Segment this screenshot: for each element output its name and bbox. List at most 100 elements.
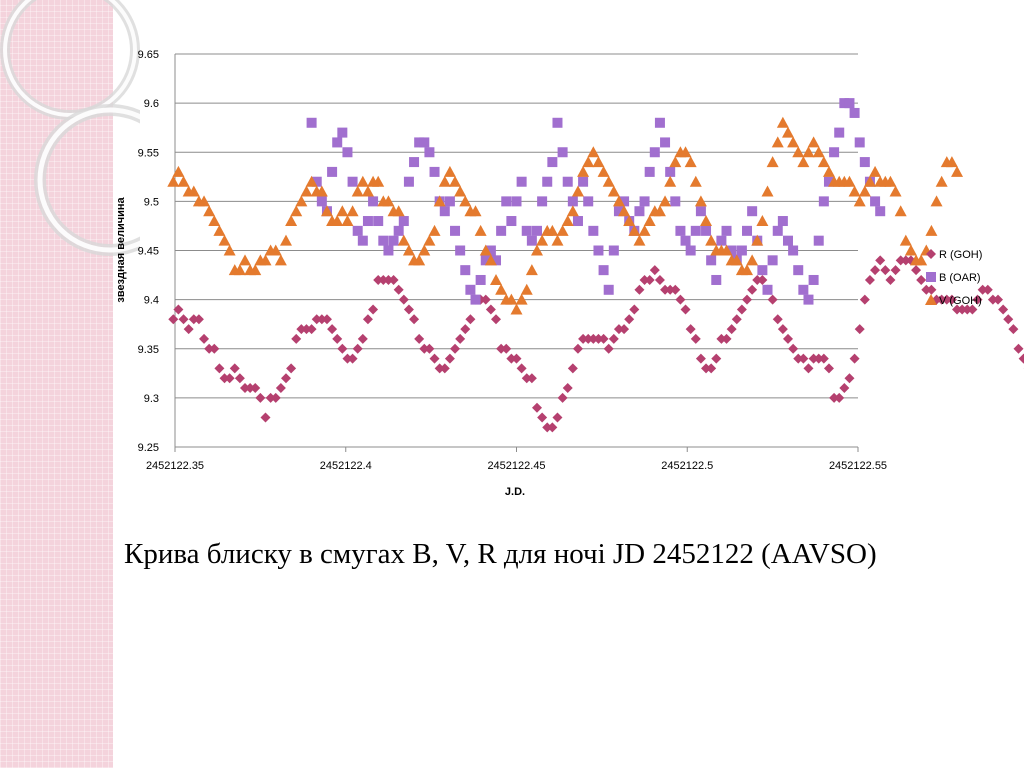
- diamond-point: [742, 294, 753, 305]
- diamond-point: [357, 333, 368, 344]
- triangle-point: [382, 195, 395, 207]
- y-axis-title: звездная величина: [115, 196, 127, 302]
- diamond-point: [752, 274, 763, 285]
- square-point: [332, 137, 343, 148]
- square-point: [444, 196, 455, 207]
- diamond-point: [711, 353, 722, 364]
- square-point: [788, 245, 799, 256]
- diamond-point: [578, 333, 589, 344]
- diamond-point: [516, 363, 527, 374]
- diamond-point: [270, 392, 281, 403]
- square-point: [680, 235, 691, 246]
- square-point: [537, 196, 548, 207]
- triangle-point: [705, 234, 718, 246]
- diamond-point: [260, 412, 271, 423]
- square-point: [798, 284, 809, 295]
- diamond-point: [844, 373, 855, 384]
- square-point: [439, 206, 450, 217]
- triangle-point: [746, 254, 759, 266]
- square-point: [409, 157, 420, 168]
- square-point: [357, 235, 368, 246]
- square-point: [578, 176, 589, 187]
- square-point: [665, 166, 676, 177]
- diamond-point: [521, 373, 532, 384]
- diamond-point: [972, 294, 983, 305]
- diamond-point: [378, 274, 389, 285]
- diamond-point: [798, 353, 809, 364]
- triangle-point: [177, 175, 190, 187]
- triangle-point: [438, 175, 451, 187]
- square-point: [742, 225, 753, 236]
- triangle-point: [305, 175, 318, 187]
- triangle-point: [812, 146, 825, 158]
- diamond-point: [588, 333, 599, 344]
- triangle-point: [694, 195, 707, 207]
- diamond-point: [680, 304, 691, 315]
- diamond-point: [639, 274, 650, 285]
- triangle-point: [853, 195, 866, 207]
- series-square: [306, 98, 886, 305]
- square-point: [383, 245, 394, 256]
- light-curve-chart: 9.25 9.3 9.35 9.4 9.45 9.5 9.55 9.6 9.65 2452122…: [115, 49, 1024, 498]
- diamond-point: [178, 314, 189, 325]
- diamond-point: [808, 353, 819, 364]
- diamond-point: [224, 373, 235, 384]
- diamond-point: [557, 392, 568, 403]
- y-tick-label: 9.5: [144, 196, 159, 208]
- square-point: [660, 137, 671, 148]
- diamond-point: [767, 294, 778, 305]
- square-point: [388, 235, 399, 246]
- triangle-point: [935, 175, 948, 187]
- diamond-point: [296, 324, 307, 335]
- triangle-point: [669, 156, 682, 168]
- triangle-point: [899, 234, 912, 246]
- triangle-point: [259, 254, 272, 266]
- diamond-point: [803, 363, 814, 374]
- triangle-point: [213, 224, 226, 236]
- square-point: [393, 225, 404, 236]
- square-point: [491, 255, 502, 266]
- diamond-point: [542, 422, 553, 433]
- diamond-point: [793, 353, 804, 364]
- diamond-point: [619, 324, 630, 335]
- triangle-point: [239, 254, 252, 266]
- triangle-point: [792, 146, 805, 158]
- square-point: [342, 147, 353, 158]
- triangle-point: [582, 156, 595, 168]
- diamond-point: [240, 383, 251, 394]
- triangle-point: [536, 234, 549, 246]
- square-point: [598, 265, 609, 276]
- diamond-point: [342, 353, 353, 364]
- triangle-point: [315, 185, 328, 197]
- data-series: [167, 98, 1024, 433]
- diamond-point: [286, 363, 297, 374]
- triangle-point: [730, 254, 743, 266]
- diamond-point: [424, 343, 435, 354]
- diamond-point: [706, 363, 717, 374]
- diamond-point: [829, 392, 840, 403]
- triangle-point: [592, 156, 605, 168]
- diamond-point: [870, 265, 881, 276]
- triangle-point: [612, 195, 625, 207]
- square-point: [736, 245, 747, 256]
- triangle-point: [659, 195, 672, 207]
- square-point: [706, 255, 717, 266]
- diamond-point: [864, 274, 875, 285]
- diamond-point: [327, 324, 338, 335]
- diamond-point: [690, 333, 701, 344]
- triangle-point: [520, 283, 533, 295]
- square-point: [803, 294, 814, 305]
- square-point: [526, 235, 537, 246]
- triangle-point: [679, 146, 692, 158]
- square-point: [747, 206, 758, 217]
- diamond-point: [736, 304, 747, 315]
- square-point: [870, 196, 881, 207]
- diamond-point: [593, 333, 604, 344]
- triangle-point: [351, 185, 364, 197]
- diamond-point: [214, 363, 225, 374]
- diamond-point: [567, 363, 578, 374]
- square-point: [455, 245, 466, 256]
- slide-caption: Крива блиску в смугах B, V, R для ночі J…: [124, 538, 877, 570]
- triangle-point: [449, 175, 462, 187]
- y-tick-label: 9.3: [144, 393, 159, 405]
